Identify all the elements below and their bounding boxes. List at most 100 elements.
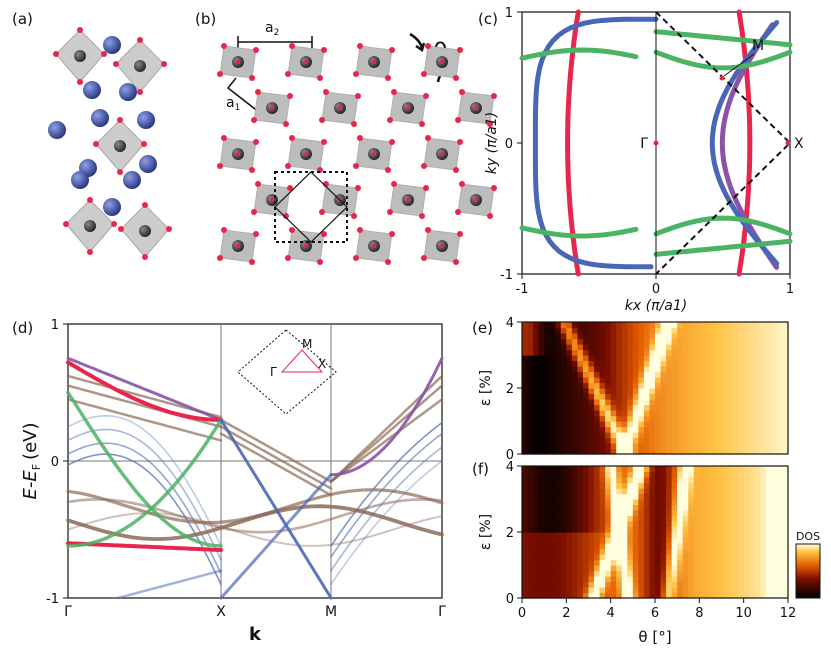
heatmap-cell <box>522 448 529 455</box>
heatmap-cell <box>643 366 651 373</box>
heatmap-cell <box>743 532 750 539</box>
heatmap-cell <box>782 570 789 577</box>
heatmap-cell <box>610 448 617 455</box>
heatmap-cell <box>682 421 689 428</box>
heatmap-cell <box>666 526 673 533</box>
heatmap-cell <box>765 466 772 473</box>
heatmap-cell <box>666 537 673 544</box>
heatmap-cell <box>616 548 623 555</box>
oxygen-atom <box>289 227 295 233</box>
heatmap-cell <box>555 581 562 588</box>
heatmap-cell <box>715 576 723 583</box>
heatmap-cell <box>538 344 545 351</box>
heatmap-cell <box>776 510 784 517</box>
heatmap-cell <box>538 399 545 406</box>
heatmap-cell <box>727 482 734 489</box>
heatmap-cell <box>616 371 623 378</box>
heatmap-cell <box>738 532 745 539</box>
heatmap-cell <box>649 327 656 334</box>
heatmap-cell <box>760 581 767 588</box>
heatmap-cell <box>760 570 767 577</box>
heatmap-cell <box>632 333 639 340</box>
heatmap-cell <box>582 576 590 583</box>
heatmap-cell <box>638 327 645 334</box>
heatmap-cell <box>754 382 761 389</box>
heatmap-cell <box>688 559 695 566</box>
heatmap-cell <box>727 532 734 539</box>
heatmap-cell <box>666 466 673 473</box>
oxygen-atom <box>303 151 309 157</box>
heatmap-cell <box>743 493 750 500</box>
band-line <box>66 360 223 422</box>
heatmap-cell <box>610 426 617 433</box>
cation-atom <box>103 198 121 216</box>
heatmap-cell <box>522 344 529 351</box>
y-tick-label: 2 <box>506 526 514 541</box>
heatmap-cell <box>677 349 684 356</box>
heatmap-cell <box>699 504 706 511</box>
heatmap-cell <box>544 448 551 455</box>
heatmap-cell <box>555 410 562 417</box>
heatmap-cell <box>715 432 723 439</box>
heatmap-cell <box>655 543 662 550</box>
heatmap-cell <box>582 448 590 455</box>
heatmap-cell <box>522 482 529 489</box>
a1-label: a1 <box>226 95 240 113</box>
heatmap-cell <box>582 388 590 395</box>
heatmap-cell <box>643 393 651 400</box>
heatmap-cell <box>522 371 529 378</box>
heatmap-cell <box>560 554 567 561</box>
heatmap-cell <box>621 515 628 522</box>
heatmap-cell <box>743 471 750 478</box>
heatmap-cell <box>544 565 551 572</box>
heatmap-cell <box>560 393 567 400</box>
heatmap-cell <box>632 548 639 555</box>
heatmap-cell <box>616 576 623 583</box>
heatmap-cell <box>605 371 612 378</box>
heatmap-cell <box>605 404 612 411</box>
heatmap-cell <box>754 592 761 599</box>
oxygen-atom <box>321 231 327 237</box>
heatmap-cell <box>605 344 612 351</box>
heatmap-cell <box>616 333 623 340</box>
heatmap-cell <box>754 327 761 334</box>
heatmap-cell <box>727 537 734 544</box>
heatmap-cell <box>638 388 645 395</box>
heatmap-cell <box>610 338 617 345</box>
heatmap-cell <box>666 515 673 522</box>
oxygen-atom <box>423 93 429 99</box>
heatmap-cell <box>599 399 606 406</box>
heatmap-cell <box>749 570 756 577</box>
heatmap-cell <box>616 493 623 500</box>
heatmap-cell <box>643 521 651 528</box>
heatmap-cell <box>710 415 717 422</box>
heatmap-cell <box>638 410 645 417</box>
heatmap-cell <box>560 377 567 384</box>
heatmap-cell <box>732 488 739 495</box>
heatmap-cell <box>710 338 717 345</box>
heatmap-cell <box>594 322 601 329</box>
heatmap-cell <box>577 327 584 334</box>
heatmap-cell <box>727 477 734 484</box>
heatmap-cell <box>560 360 567 367</box>
heatmap-cell <box>693 338 700 345</box>
heatmap-cell <box>638 466 645 473</box>
x-point <box>785 140 791 146</box>
heatmap-cell <box>666 554 673 561</box>
oxygen-atom <box>117 169 123 175</box>
heatmap-cell <box>555 344 562 351</box>
panel-label-f: (f) <box>472 460 489 478</box>
heatmap-cell <box>594 399 601 406</box>
y-tick-label: 0 <box>506 592 514 607</box>
heatmap-cell <box>765 554 772 561</box>
heatmap-cell <box>655 399 662 406</box>
heatmap-cell <box>682 360 689 367</box>
heatmap-cell <box>682 338 689 345</box>
heatmap-cell <box>688 388 695 395</box>
oxygen-atom <box>337 105 343 111</box>
heatmap-cell <box>616 532 623 539</box>
heatmap-cell <box>715 322 723 329</box>
heatmap-cell <box>638 587 645 594</box>
cation-atom <box>139 155 157 173</box>
